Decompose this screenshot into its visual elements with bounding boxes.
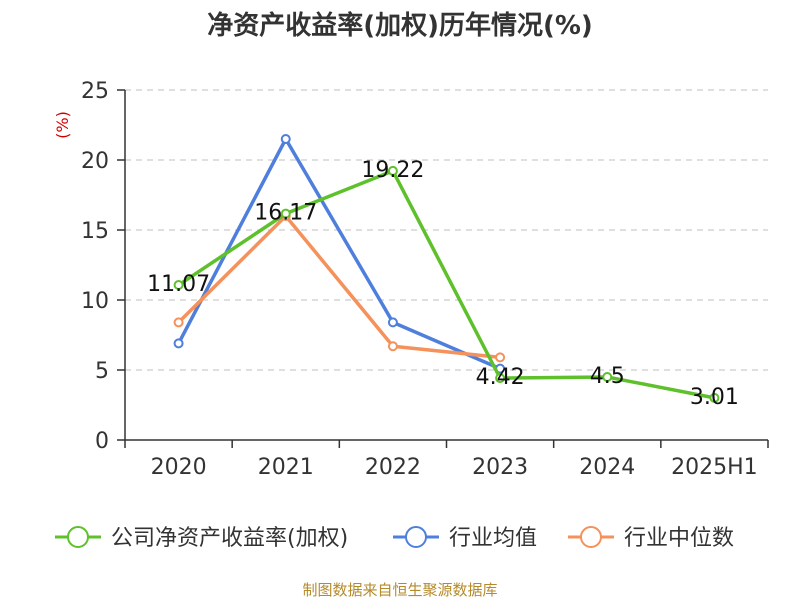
legend-label: 公司净资产收益率(加权) (111, 526, 348, 551)
legend-item[interactable]: 行业中位数 (568, 526, 734, 551)
data-label: 4.5 (590, 364, 625, 389)
y-tick-label: 20 (81, 149, 109, 174)
data-point (495, 352, 506, 363)
legend-label: 行业中位数 (624, 526, 734, 551)
legend[interactable]: 公司净资产收益率(加权) 行业均值 行业中位数 (55, 526, 734, 551)
x-tick-label: 2025H1 (671, 455, 758, 480)
chart-title: 净资产收益率(加权)历年情况(%) (207, 10, 593, 41)
x-tick-label: 2022 (365, 455, 421, 480)
x-tick-label: 2020 (151, 455, 207, 480)
data-label: 11.07 (147, 272, 210, 297)
data-point (173, 317, 184, 328)
legend-circle-marker (405, 526, 427, 548)
legend-circle-marker (580, 526, 602, 548)
data-point (280, 208, 291, 219)
data-point (387, 341, 398, 352)
y-tick-label: 5 (95, 359, 109, 384)
data-point (173, 280, 184, 291)
y-axis-unit-label: (%) (53, 111, 72, 139)
series-line (177, 214, 501, 360)
legend-circle-marker (67, 526, 89, 548)
data-point (173, 338, 184, 349)
y-tick-label: 0 (95, 429, 109, 454)
data-point (280, 134, 291, 144)
data-point (387, 317, 398, 328)
data-point (709, 392, 720, 403)
series-line (177, 137, 501, 371)
source-note: 制图数据来自恒生聚源数据库 (302, 581, 497, 599)
y-tick-label: 10 (81, 289, 109, 314)
data-point (602, 372, 613, 382)
y-tick-label: 15 (81, 219, 109, 244)
y-tick-label: 25 (81, 79, 109, 104)
data-point (495, 373, 506, 384)
data-label: 19.22 (361, 158, 424, 183)
data-label: 16.17 (254, 201, 317, 226)
legend-item[interactable]: 公司净资产收益率(加权) (55, 526, 348, 551)
data-labels: 11.07 16.17 19.22 4.42 4.5 3.01 (147, 158, 739, 410)
legend-item[interactable]: 行业均值 (393, 526, 537, 551)
data-label: 4.42 (476, 365, 525, 390)
y-axis-ticks: 0 5 10 15 20 25 (81, 79, 125, 454)
x-tick-label: 2023 (472, 455, 528, 480)
series-line (177, 169, 715, 400)
grid-lines (125, 89, 768, 371)
data-label: 3.01 (690, 385, 739, 410)
x-axis-ticks: 2020 2021 2022 2023 2024 2025H1 (124, 440, 769, 480)
x-tick-label: 2024 (579, 455, 635, 480)
legend-label: 行业均值 (449, 526, 537, 551)
x-tick-label: 2021 (258, 455, 314, 480)
data-point (387, 165, 398, 176)
series-layer (173, 134, 720, 403)
